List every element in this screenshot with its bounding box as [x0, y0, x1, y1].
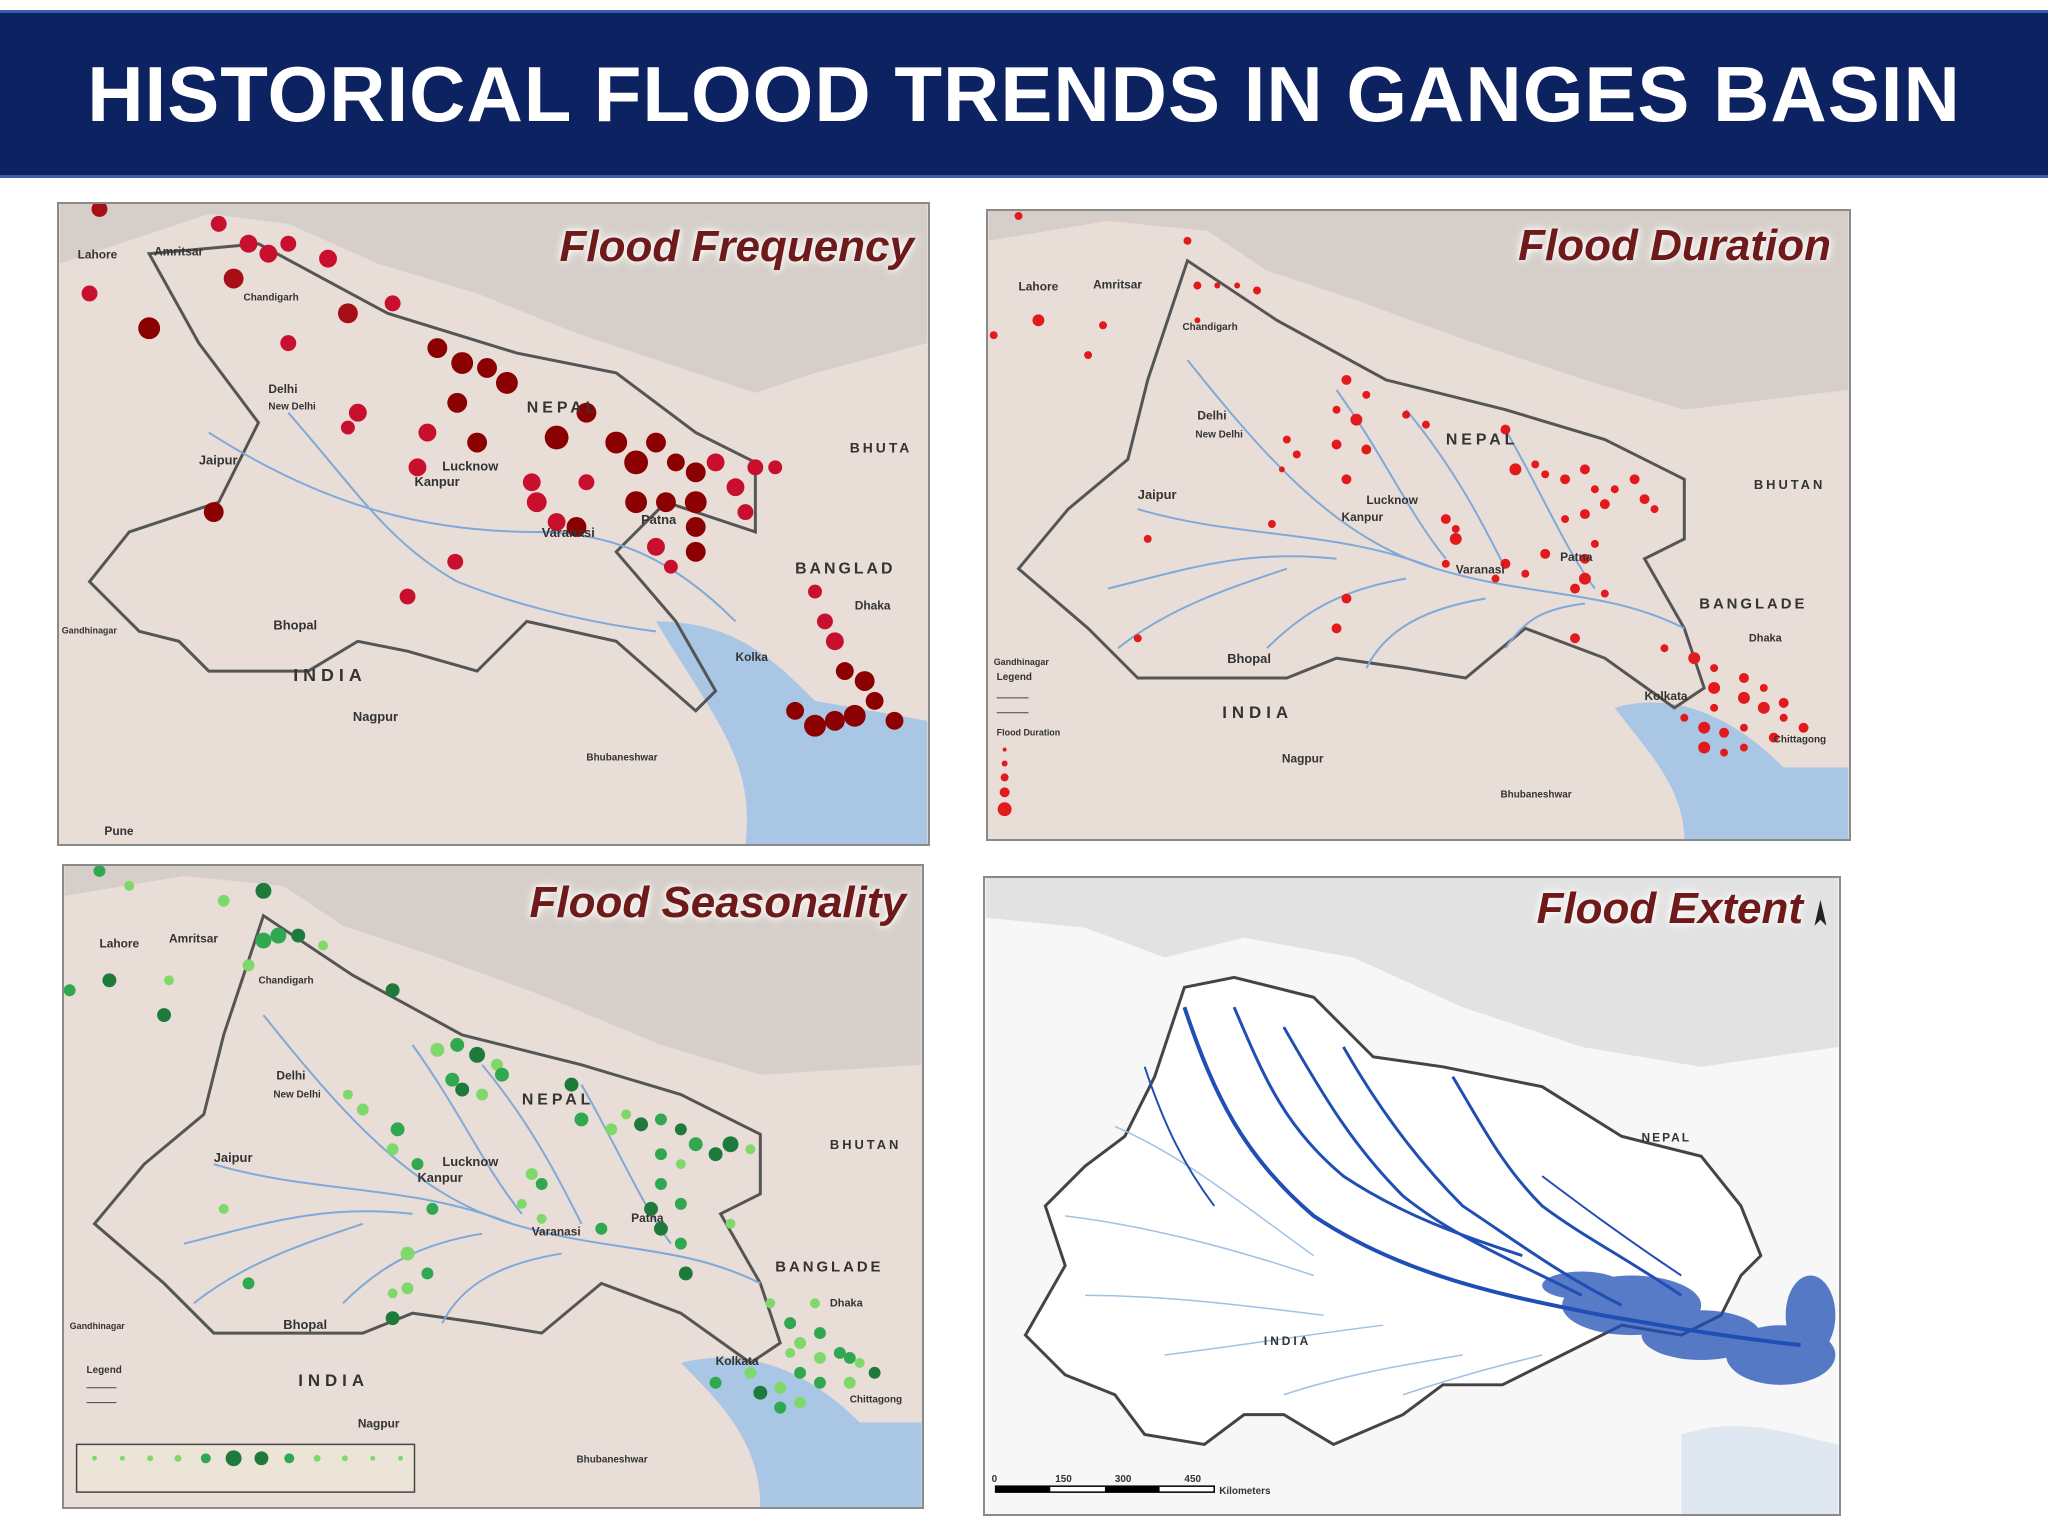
label-chandigarh: Chandigarh — [244, 292, 299, 303]
label-delhi: Delhi — [1197, 409, 1226, 423]
label-jaipur: Jaipur — [199, 452, 238, 467]
label-bhutan: BHUTAN — [1754, 477, 1825, 492]
label-nepal: NEPAL — [527, 400, 600, 417]
label-nagpur: Nagpur — [358, 1416, 400, 1430]
label-bhopal: Bhopal — [283, 1317, 327, 1332]
label-lahore: Lahore — [78, 248, 118, 262]
flood-duration-map: Lahore Amritsar Chandigarh Delhi New Del… — [986, 209, 1851, 841]
label-bhutan: BHUTA — [850, 439, 913, 455]
label-dhaka: Dhaka — [1749, 632, 1783, 644]
frequency-points — [81, 204, 904, 737]
flood-extent-map: NEPAL INDIA 0 150 300 450 Kilometers Flo… — [983, 876, 1841, 1516]
label-newdelhi: New Delhi — [273, 1090, 321, 1101]
label-bangladesh: BANGLADE — [1699, 596, 1807, 612]
flood-extent-title: Flood Extent — [1536, 884, 1803, 933]
flood-extent-map-svg: NEPAL INDIA 0 150 300 450 Kilometers — [985, 878, 1839, 1514]
label-patna: Patna — [631, 1211, 664, 1225]
label-bhopal: Bhopal — [1227, 651, 1271, 666]
label-newdelhi: New Delhi — [1195, 430, 1243, 441]
label-patna: Patna — [641, 512, 677, 527]
label-india: INDIA — [1264, 1334, 1311, 1348]
label-bangladesh: BANGLAD — [795, 561, 895, 578]
scale-label-kilometers: Kilometers — [1219, 1486, 1271, 1497]
label-delhi: Delhi — [268, 382, 297, 396]
flood-frequency-map-svg: Lahore Amritsar Chandigarh Delhi New Del… — [59, 204, 928, 844]
label-kolkata: Kolkata — [1645, 689, 1688, 703]
label-gandhinagar: Gandhinagar — [994, 657, 1050, 667]
label-chandigarh: Chandigarh — [1183, 322, 1238, 333]
legend-flood-duration: Flood Duration — [997, 728, 1061, 738]
label-bhubaneshwar: Bhubaneshwar — [1500, 789, 1571, 800]
legend-title: Legend — [87, 1365, 122, 1376]
label-pune: Pune — [104, 824, 133, 838]
label-amritsar: Amritsar — [1093, 278, 1142, 292]
label-india: INDIA — [1222, 703, 1293, 722]
label-newdelhi: New Delhi — [268, 402, 316, 413]
label-chandigarh: Chandigarh — [258, 975, 313, 986]
scale-label-450: 450 — [1184, 1474, 1201, 1485]
label-lucknow: Lucknow — [1366, 493, 1418, 507]
label-delhi: Delhi — [276, 1069, 305, 1083]
scale-bar: 0 150 300 450 Kilometers — [992, 1474, 1271, 1497]
label-varanasi: Varanasi — [1456, 563, 1505, 577]
seasonality-legend: Legend — [75, 1365, 416, 1493]
label-varanasi: Varanasi — [532, 1225, 581, 1239]
flood-frequency-map: Lahore Amritsar Chandigarh Delhi New Del… — [57, 202, 930, 846]
label-jaipur: Jaipur — [1138, 487, 1177, 502]
flood-seasonality-title: Flood Seasonality — [529, 878, 906, 927]
label-bhubaneshwar: Bhubaneshwar — [576, 1454, 647, 1465]
label-nagpur: Nagpur — [353, 709, 398, 724]
label-kanpur: Kanpur — [417, 1170, 462, 1185]
label-india: INDIA — [298, 1371, 369, 1390]
legend-title: Legend — [997, 672, 1032, 683]
label-dhaka: Dhaka — [830, 1297, 864, 1309]
label-chittagong: Chittagong — [850, 1395, 902, 1406]
label-lahore: Lahore — [99, 936, 139, 950]
flood-extent-delta — [1542, 1271, 1836, 1385]
label-bhutan: BHUTAN — [830, 1137, 901, 1152]
flood-duration-map-svg: Lahore Amritsar Chandigarh Delhi New Del… — [988, 211, 1849, 839]
label-amritsar: Amritsar — [169, 932, 218, 946]
label-kolkata: Kolka — [735, 650, 768, 664]
flood-frequency-title: Flood Frequency — [559, 222, 914, 271]
label-nepal: NEPAL — [1642, 1130, 1691, 1144]
label-patna: Patna — [1560, 550, 1593, 564]
page-title: HISTORICAL FLOOD TRENDS IN GANGES BASIN — [87, 49, 1961, 138]
label-gandhinagar: Gandhinagar — [70, 1321, 126, 1331]
label-jaipur: Jaipur — [214, 1150, 253, 1165]
label-gandhinagar: Gandhinagar — [62, 625, 118, 635]
scale-label-300: 300 — [1115, 1474, 1132, 1485]
flood-seasonality-map-svg: Lahore Amritsar Chandigarh Delhi New Del… — [64, 866, 922, 1507]
scale-label-0: 0 — [992, 1474, 998, 1485]
label-amritsar: Amritsar — [154, 245, 203, 259]
label-bhubaneshwar: Bhubaneshwar — [586, 753, 657, 764]
label-kanpur: Kanpur — [1341, 510, 1383, 524]
label-kanpur: Kanpur — [414, 474, 459, 489]
label-lahore: Lahore — [1019, 279, 1059, 293]
label-dhaka: Dhaka — [855, 598, 891, 612]
label-lucknow: Lucknow — [442, 458, 499, 473]
header-banner: HISTORICAL FLOOD TRENDS IN GANGES BASIN — [0, 10, 2048, 178]
duration-points — [989, 211, 1809, 757]
label-varanasi: Varanasi — [542, 525, 595, 540]
label-nepal: NEPAL — [522, 1092, 595, 1109]
scale-label-150: 150 — [1055, 1474, 1072, 1485]
seasonality-points — [64, 866, 881, 1414]
label-lucknow: Lucknow — [442, 1154, 499, 1169]
duration-legend: Legend Flood Duration — [997, 672, 1061, 817]
label-india: INDIA — [293, 665, 367, 685]
label-bangladesh: BANGLADE — [775, 1259, 883, 1275]
label-nepal: NEPAL — [1446, 432, 1519, 449]
label-kolkata: Kolkata — [716, 1354, 759, 1368]
north-arrow-icon — [1814, 899, 1827, 926]
label-bhopal: Bhopal — [273, 617, 317, 632]
label-chittagong: Chittagong — [1774, 735, 1826, 746]
flood-duration-title: Flood Duration — [1518, 221, 1831, 270]
flood-seasonality-map: Lahore Amritsar Chandigarh Delhi New Del… — [62, 864, 924, 1509]
label-nagpur: Nagpur — [1282, 751, 1324, 765]
